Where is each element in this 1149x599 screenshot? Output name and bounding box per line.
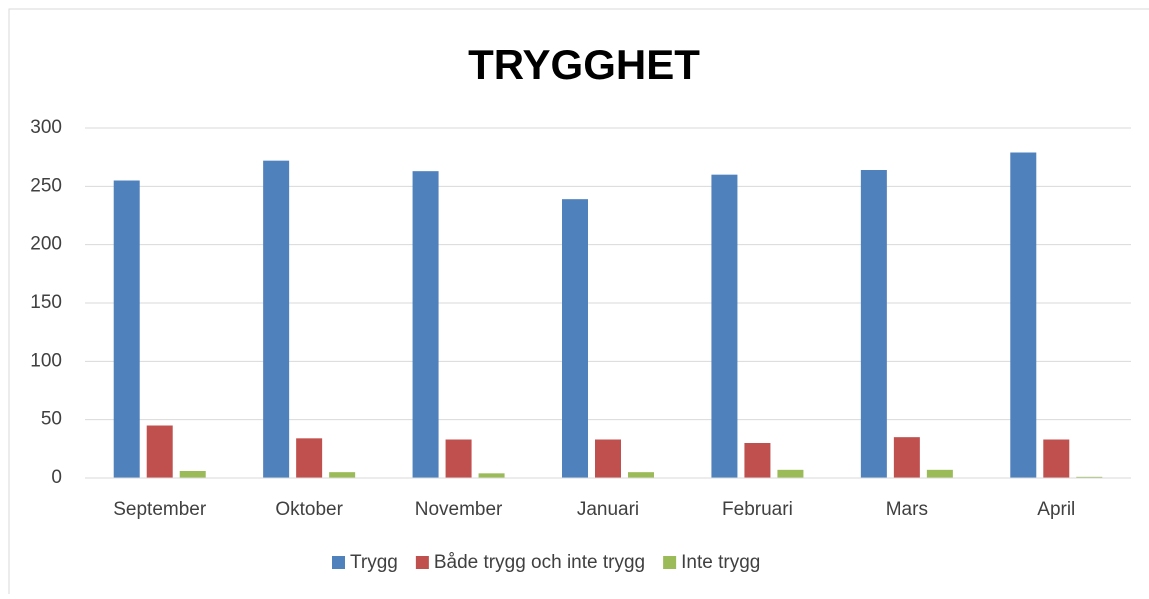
bar xyxy=(329,472,356,478)
bar xyxy=(744,443,771,478)
bar xyxy=(296,438,323,478)
x-tick-label: September xyxy=(113,499,207,520)
x-tick-label: Mars xyxy=(886,499,928,520)
y-tick-label: 100 xyxy=(30,350,62,371)
bar xyxy=(860,170,887,478)
bar xyxy=(445,439,472,478)
bar xyxy=(1043,439,1070,478)
bar xyxy=(1076,476,1103,478)
bar xyxy=(893,437,920,478)
legend-label: Inte trygg xyxy=(681,552,760,573)
bar xyxy=(478,473,505,478)
bar xyxy=(562,199,588,478)
bar xyxy=(263,160,290,478)
legend-label: Både trygg och inte trygg xyxy=(434,552,645,573)
x-tick-label: November xyxy=(415,499,503,520)
bar xyxy=(412,171,439,478)
y-tick-label: 150 xyxy=(30,292,62,313)
legend-swatch xyxy=(663,556,677,569)
bar xyxy=(595,439,621,478)
x-tick-label: Februari xyxy=(722,499,793,520)
bar xyxy=(113,180,140,478)
legend-swatch xyxy=(415,556,429,569)
bar xyxy=(926,469,953,478)
x-tick-label: April xyxy=(1037,499,1075,520)
legend-label: Trygg xyxy=(350,552,398,573)
bar xyxy=(179,471,206,478)
y-tick-label: 0 xyxy=(51,467,62,488)
bar xyxy=(711,174,738,478)
y-tick-label: 250 xyxy=(30,175,62,196)
bar xyxy=(1010,152,1037,478)
chart-title: TRYGGHET xyxy=(468,41,700,88)
y-tick-label: 300 xyxy=(30,117,62,138)
bar xyxy=(777,469,804,478)
y-tick-label: 200 xyxy=(30,234,62,255)
x-tick-label: Oktober xyxy=(275,499,343,520)
y-tick-label: 50 xyxy=(41,409,62,430)
x-tick-label: Januari xyxy=(577,499,639,520)
bar xyxy=(628,472,654,478)
bar xyxy=(146,425,173,478)
legend-swatch xyxy=(332,556,345,569)
